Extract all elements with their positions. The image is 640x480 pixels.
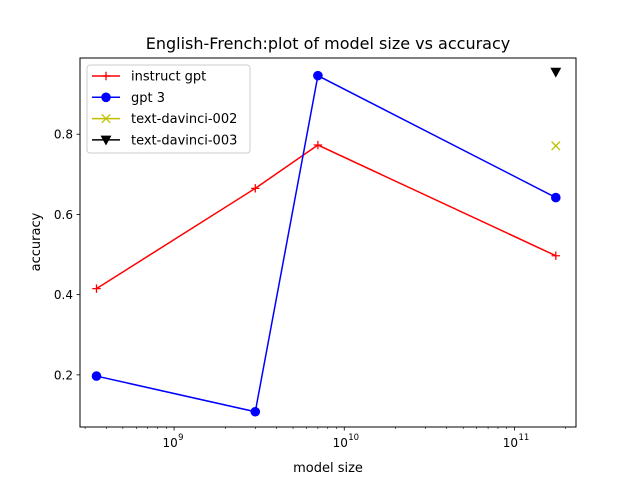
y-tick-label: 0.4 xyxy=(54,288,73,302)
series-markers xyxy=(91,67,562,417)
legend-marker-text-davinci-003 xyxy=(100,135,112,146)
y-tick-label: 0.6 xyxy=(54,208,73,222)
plot-frame xyxy=(79,57,577,428)
data-point-gpt-3 xyxy=(313,70,323,81)
legend-label-instruct-gpt: instruct gpt xyxy=(131,70,206,85)
x-tick-label: 10 xyxy=(333,436,348,450)
x-tick-label: 10 xyxy=(162,436,177,450)
y-tick-label: 0.8 xyxy=(54,128,73,142)
legend-marker-text-davinci-002 xyxy=(101,113,111,124)
legend-marker-gpt-3 xyxy=(101,92,111,103)
x-tick-exponent: 10 xyxy=(348,433,359,443)
data-point-instruct-gpt xyxy=(551,251,561,260)
y-axis-label: accuracy xyxy=(29,212,44,271)
data-point-gpt-3 xyxy=(551,192,561,203)
data-point-text-davinci-002 xyxy=(551,141,561,151)
data-point-instruct-gpt xyxy=(251,184,260,193)
data-point-gpt-3 xyxy=(91,371,102,381)
legend-marker-instruct-gpt xyxy=(101,71,111,81)
chart-title: English-French:plot of model size vs acc… xyxy=(146,34,510,53)
legend-label-text-davinci-002: text-davinci-002 xyxy=(131,112,237,127)
series-lines xyxy=(96,74,557,413)
data-point-instruct-gpt xyxy=(313,140,323,150)
data-point-text-davinci-003 xyxy=(550,67,562,78)
legend-label-text-davinci-003: text-davinci-003 xyxy=(131,133,237,148)
legend-label-gpt-3: gpt 3 xyxy=(131,91,165,106)
series-line-instruct-gpt xyxy=(96,144,557,290)
x-tick-exponent: 11 xyxy=(518,433,529,443)
x-tick-exponent: 9 xyxy=(178,433,183,443)
x-tick-label: 10 xyxy=(503,436,518,450)
data-point-gpt-3 xyxy=(250,406,261,417)
legend-box xyxy=(86,64,251,154)
legend: instruct gpt gpt 3 text-davinci-002 text-da… xyxy=(86,64,251,154)
y-tick-label: 0.2 xyxy=(54,368,73,382)
data-point-instruct-gpt xyxy=(92,284,101,293)
x-axis-label: model size xyxy=(293,461,363,476)
axis-ticks: 0.20.40.60.810 9 10 10 10 11 xyxy=(54,128,566,450)
series-line-gpt-3 xyxy=(96,74,557,413)
